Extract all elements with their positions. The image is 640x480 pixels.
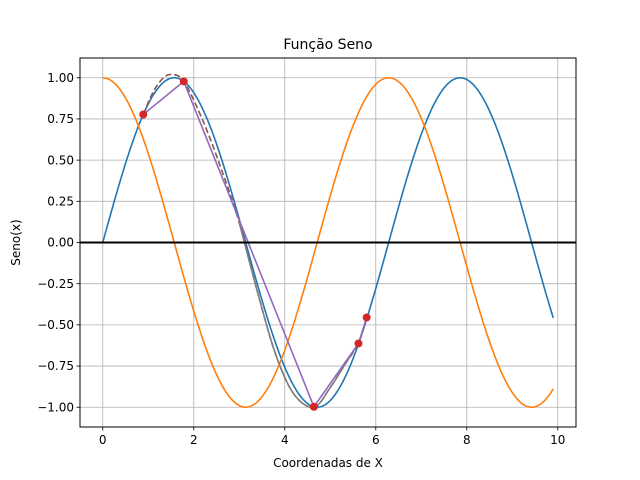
y-axis-title: Seno(x) (9, 219, 23, 265)
y-tick-label: 1.00 (47, 71, 74, 85)
x-tick-label: 2 (190, 433, 198, 447)
x-tick-label: 0 (99, 433, 107, 447)
x-axis: 0 2 4 6 8 10 (99, 427, 565, 447)
data-point (309, 402, 318, 411)
data-point (362, 313, 371, 322)
y-tick-label: 0.75 (47, 112, 74, 126)
y-tick-label: −0.75 (37, 359, 74, 373)
series-line-cos (102, 76, 554, 409)
series-interp-curve (238, 222, 360, 409)
x-tick-label: 8 (463, 433, 471, 447)
x-tick-label: 10 (550, 433, 565, 447)
x-tick-label: 6 (372, 433, 380, 447)
data-point (354, 339, 363, 348)
y-tick-label: 0.00 (47, 236, 74, 250)
x-axis-title: Coordenadas de X (273, 456, 383, 470)
series-line-sin (101, 76, 555, 409)
y-tick-label: 0.50 (47, 153, 74, 167)
y-tick-label: −0.25 (37, 277, 74, 291)
x-tick-label: 4 (281, 433, 289, 447)
data-point (179, 77, 188, 86)
chart-title: Função Seno (283, 37, 372, 53)
y-tick-label: −1.00 (37, 400, 74, 414)
data-point (139, 110, 148, 119)
y-tick-label: −0.50 (37, 318, 74, 332)
plot-area (80, 73, 576, 411)
y-axis: −1.00 −0.75 −0.50 −0.25 0.00 0.25 0.50 0.75 1.00 (37, 71, 80, 414)
y-tick-label: 0.25 (47, 195, 74, 209)
